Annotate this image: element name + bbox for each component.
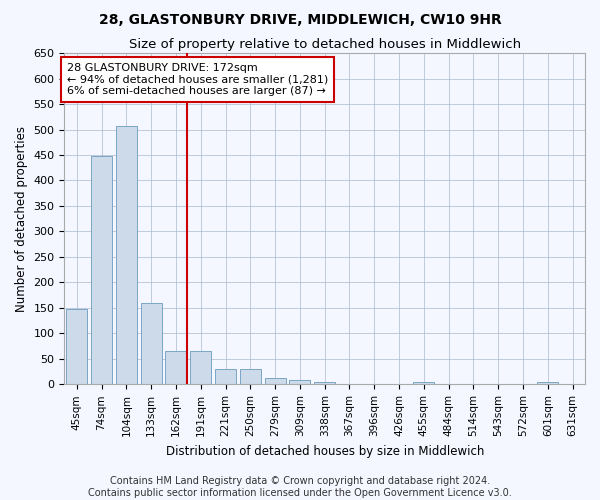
- Bar: [116, 126, 137, 384]
- Bar: [166, 351, 187, 384]
- Bar: [413, 382, 434, 384]
- Text: 28 GLASTONBURY DRIVE: 172sqm
← 94% of detached houses are smaller (1,281)
6% of : 28 GLASTONBURY DRIVE: 172sqm ← 94% of de…: [67, 63, 328, 96]
- Y-axis label: Number of detached properties: Number of detached properties: [15, 126, 28, 312]
- Bar: [289, 380, 310, 384]
- Text: 28, GLASTONBURY DRIVE, MIDDLEWICH, CW10 9HR: 28, GLASTONBURY DRIVE, MIDDLEWICH, CW10 …: [98, 12, 502, 26]
- Bar: [537, 382, 559, 384]
- Bar: [91, 156, 112, 384]
- Bar: [265, 378, 286, 384]
- Bar: [66, 309, 88, 384]
- Bar: [140, 303, 162, 384]
- X-axis label: Distribution of detached houses by size in Middlewich: Distribution of detached houses by size …: [166, 444, 484, 458]
- Bar: [314, 382, 335, 384]
- Bar: [190, 351, 211, 384]
- Bar: [215, 369, 236, 384]
- Bar: [240, 369, 261, 384]
- Title: Size of property relative to detached houses in Middlewich: Size of property relative to detached ho…: [128, 38, 521, 51]
- Text: Contains HM Land Registry data © Crown copyright and database right 2024.
Contai: Contains HM Land Registry data © Crown c…: [88, 476, 512, 498]
